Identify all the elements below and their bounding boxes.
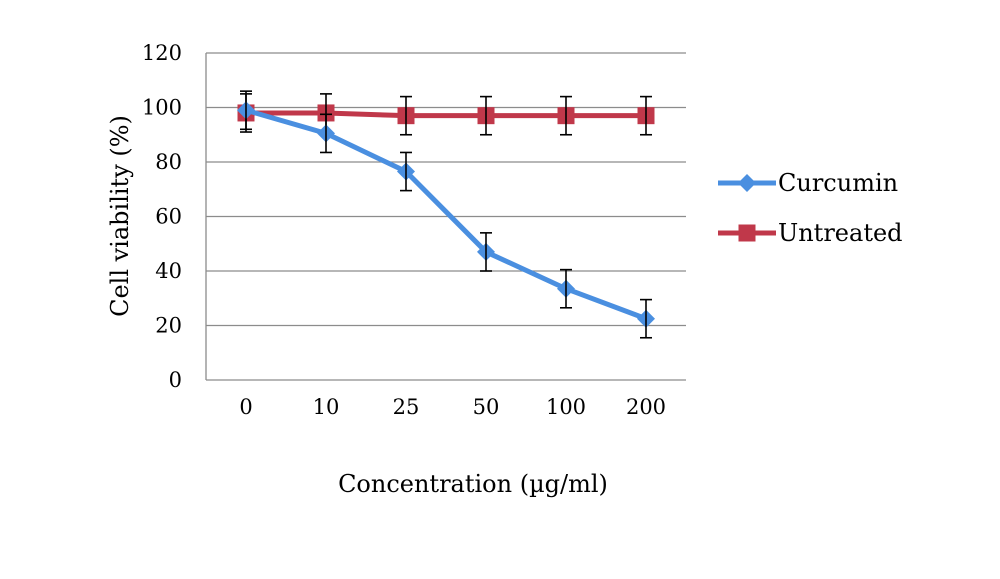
y-tick-label: 100 [142,96,182,120]
error-bar [400,151,412,192]
error-bar [560,95,572,136]
y-axis-ticks: 0 20 40 60 80 100 120 [142,41,182,392]
x-tick-label: 0 [239,395,252,419]
series-line [246,110,646,119]
error-bar [320,113,332,154]
legend-item-untreated: Untreated [718,219,903,247]
y-axis-label: Cell viability (%) [106,115,134,317]
x-axis-label: Concentration (µg/ml) [338,470,608,498]
y-tick-label: 80 [155,150,182,174]
x-axis-ticks: 0 10 25 50 100 200 [239,395,666,419]
x-tick-label: 50 [473,395,500,419]
error-bar [480,232,492,272]
error-bar [640,95,652,136]
legend-item-curcumin: Curcumin [718,169,898,197]
y-tick-label: 60 [155,205,182,229]
series-untreated [237,93,655,136]
legend-label: Untreated [778,219,903,247]
x-tick-label: 10 [313,395,340,419]
error-bar [480,95,492,136]
gridlines [205,52,686,381]
series-layer [237,90,655,339]
x-tick-label: 100 [546,395,586,419]
y-tick-label: 120 [142,41,182,65]
y-tick-label: 40 [155,259,182,283]
legend: Curcumin Untreated [718,169,903,247]
error-bar [640,298,652,339]
x-tick-label: 200 [626,395,666,419]
error-bar [240,90,252,131]
series-line [245,107,647,322]
legend-label: Curcumin [778,169,898,197]
legend-marker [738,224,756,242]
x-tick-label: 25 [393,395,420,419]
legend-marker [738,174,756,192]
error-bar [400,95,412,136]
series-curcumin [237,90,655,339]
y-tick-label: 20 [155,314,182,338]
error-bar [560,268,572,309]
y-tick-label: 0 [169,368,182,392]
